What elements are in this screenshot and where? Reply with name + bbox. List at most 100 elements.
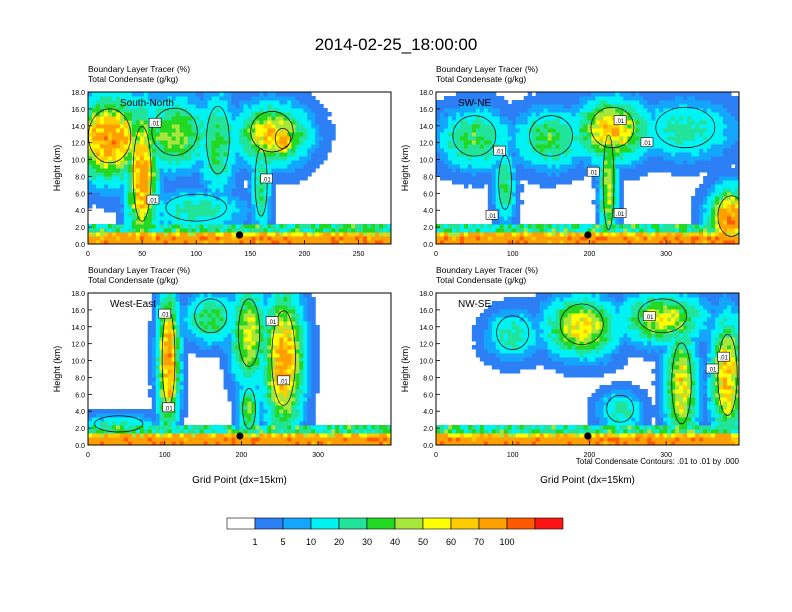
panel-label: South-North	[120, 98, 174, 109]
y-tick-label: 18.0	[419, 90, 433, 97]
x-tick-label: 250	[353, 251, 365, 258]
panel-title-tracer: Boundary Layer Tracer (%)	[88, 64, 190, 74]
contour-label: .01	[493, 145, 506, 156]
tracer-field	[88, 92, 391, 244]
condensate-contour	[250, 111, 294, 153]
figure-title: 2014-02-25_18:00:00	[315, 35, 478, 54]
colorbar-swatch	[422, 517, 452, 530]
y-tick-label: 2.0	[423, 426, 433, 433]
condensate-contour	[496, 315, 530, 350]
contour-label: .01	[158, 308, 172, 319]
y-axis-label: Height (km)	[52, 346, 62, 393]
condensate-contour	[242, 388, 256, 430]
condensate-contour	[717, 195, 739, 237]
contour-label: .01	[642, 311, 656, 321]
colorbar-swatch	[254, 517, 284, 530]
panel-title-condensate: Total Condensate (g/kg)	[88, 74, 178, 84]
contour-label: .01	[162, 402, 175, 412]
y-tick-label: 10.0	[419, 359, 433, 366]
y-tick-label: 16.0	[71, 308, 85, 315]
condensate-contour	[238, 298, 261, 367]
y-tick-label: 8.0	[75, 174, 85, 181]
condensate-contour	[602, 134, 615, 231]
colorbar-label: 10	[306, 537, 316, 547]
contour-label: .01	[260, 173, 273, 183]
panel-label: SW-NE	[458, 98, 491, 109]
x-tick-label: 0	[86, 251, 90, 258]
y-tick-label: 16.0	[71, 107, 85, 114]
x-tick-label: 200	[584, 251, 596, 258]
y-tick-label: 14.0	[419, 124, 433, 131]
colorbar-label: 70	[474, 537, 484, 547]
y-tick-label: 2.0	[423, 225, 433, 232]
contour-label: .01	[485, 209, 499, 220]
contour-label: .01	[640, 137, 654, 147]
contour-label: .01	[265, 316, 279, 326]
y-tick-label: 14.0	[71, 124, 85, 131]
x-tick-label: 100	[190, 251, 202, 258]
y-tick-label: 4.0	[423, 208, 433, 215]
contour-label: .01	[277, 375, 290, 385]
panel-label: NW-SE	[458, 299, 491, 310]
x-tick-label: 0	[86, 452, 90, 459]
colorbar-swatch	[338, 517, 368, 530]
colorbar-swatch	[450, 517, 480, 530]
x-tick-label: 100	[159, 452, 171, 459]
y-tick-label: 0.0	[75, 443, 85, 450]
x-tick-label: 0	[434, 452, 438, 459]
x-axis-label: Grid Point (dx=15km)	[540, 475, 635, 486]
x-tick-label: 300	[312, 452, 324, 459]
x-tick-label: 50	[138, 251, 146, 258]
contour-label: .01	[717, 351, 730, 362]
y-axis-label: Height (km)	[400, 346, 410, 393]
colorbar-swatch	[310, 517, 340, 530]
panel-4: 0.0 2.0 4.0 6.0 8.0 10.0 12.0 14.0 16.0 18.0 0 100 2…	[400, 265, 740, 486]
contour-label: .01	[705, 363, 719, 374]
y-tick-label: 14.0	[71, 325, 85, 332]
y-tick-label: 2.0	[75, 225, 85, 232]
y-tick-label: 6.0	[423, 191, 433, 198]
condensate-contour	[655, 106, 716, 149]
plot-frame	[435, 91, 740, 245]
svg-text:.01: .01	[149, 199, 158, 205]
x-tick-label: 150	[244, 251, 256, 258]
y-tick-label: 4.0	[75, 208, 85, 215]
svg-text:.01: .01	[616, 212, 625, 218]
y-tick-label: 6.0	[75, 191, 85, 198]
y-tick-label: 8.0	[423, 174, 433, 181]
colorbar-label: 20	[334, 537, 344, 547]
y-tick-label: 4.0	[75, 409, 85, 416]
panel-title-tracer: Boundary Layer Tracer (%)	[88, 265, 190, 275]
colorbar-label: 60	[446, 537, 456, 547]
y-axis-label: Height (km)	[52, 145, 62, 192]
y-tick-label: 8.0	[423, 375, 433, 382]
y-tick-label: 18.0	[71, 291, 85, 298]
y-tick-label: 16.0	[419, 308, 433, 315]
colorbar-label: 30	[362, 537, 372, 547]
condensate-contour	[271, 310, 296, 406]
x-tick-label: 200	[236, 452, 248, 459]
condensate-contour	[637, 298, 687, 334]
panel-label: West-East	[110, 299, 156, 310]
svg-text:.01: .01	[643, 141, 652, 147]
location-marker	[236, 432, 244, 440]
colorbar-swatch	[226, 517, 256, 530]
colorbar: 1 5 10 20 30 40 50 60 70 100	[226, 517, 564, 547]
condensate-contour	[274, 127, 291, 149]
svg-text:.01: .01	[151, 122, 160, 128]
y-tick-label: 18.0	[71, 90, 85, 97]
contour-label: .01	[146, 194, 160, 205]
panel-title-condensate: Total Condensate (g/kg)	[436, 275, 526, 285]
x-axis-label: Grid Point (dx=15km)	[192, 475, 287, 486]
condensate-contour	[671, 342, 692, 425]
colorbar-swatch	[282, 517, 312, 530]
condensate-contour	[132, 126, 152, 222]
colorbar-swatch	[534, 517, 564, 530]
contour-footnote: Total Condensate Contours: .01 to .01 by…	[576, 457, 740, 466]
plot-frame	[87, 91, 392, 245]
condensate-contour	[606, 394, 634, 423]
contour-label: .01	[586, 166, 600, 177]
x-tick-label: 100	[507, 251, 519, 258]
location-marker	[584, 231, 592, 239]
